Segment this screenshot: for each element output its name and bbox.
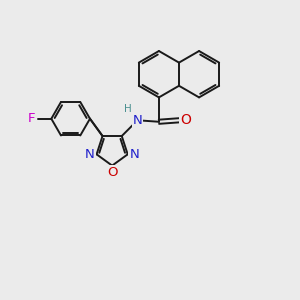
- Text: H: H: [124, 104, 132, 114]
- Text: N: N: [85, 148, 95, 161]
- Text: N: N: [133, 114, 142, 127]
- Text: F: F: [28, 112, 35, 125]
- Text: N: N: [129, 148, 139, 161]
- Text: O: O: [107, 166, 117, 179]
- Text: O: O: [180, 113, 191, 127]
